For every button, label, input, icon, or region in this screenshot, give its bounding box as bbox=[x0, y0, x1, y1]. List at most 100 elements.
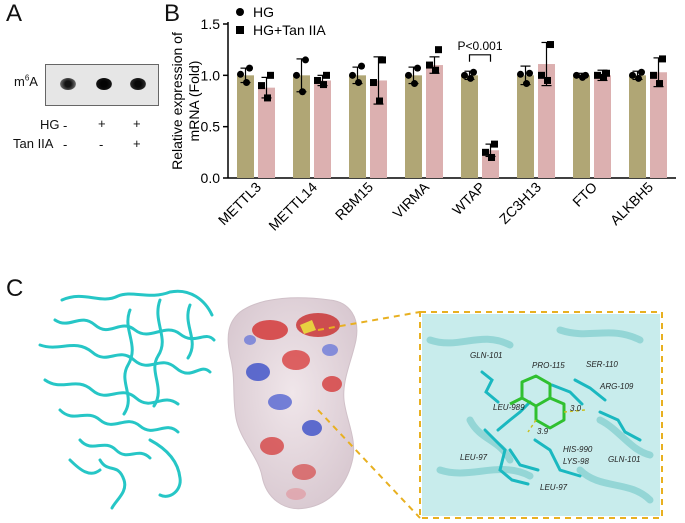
data-point bbox=[482, 148, 489, 156]
significance-label: P<0.001 bbox=[457, 39, 502, 53]
y-tick-label: 1.5 bbox=[201, 16, 221, 32]
residue-label: 3.0 bbox=[570, 404, 582, 413]
bar bbox=[426, 65, 443, 178]
bar bbox=[573, 75, 590, 178]
bar bbox=[538, 64, 555, 178]
bar bbox=[293, 75, 310, 178]
x-tick-label: METTL3 bbox=[215, 179, 264, 228]
ligand bbox=[509, 374, 566, 430]
panel-b-letter: B bbox=[164, 0, 181, 27]
data-point bbox=[638, 68, 645, 76]
data-point bbox=[258, 82, 265, 90]
bar bbox=[461, 75, 478, 178]
data-point bbox=[432, 66, 439, 74]
tan-mark-1: - bbox=[63, 137, 68, 152]
stick-residues bbox=[480, 370, 642, 486]
data-point bbox=[461, 71, 468, 79]
data-point bbox=[293, 71, 300, 79]
data-point bbox=[470, 68, 477, 76]
ribbon-structure bbox=[38, 289, 216, 510]
data-point bbox=[243, 79, 250, 87]
data-point bbox=[491, 140, 498, 148]
data-point bbox=[517, 70, 524, 78]
data-point bbox=[573, 71, 580, 79]
x-tick-label: FTO bbox=[569, 179, 600, 210]
tan-row-label: Tan IIA bbox=[13, 136, 54, 151]
blot-label: m6A bbox=[14, 74, 38, 89]
data-point bbox=[405, 71, 412, 79]
hbonds bbox=[527, 409, 586, 433]
residue-label: LEU-97 bbox=[540, 483, 568, 492]
hg-mark-3: + bbox=[133, 116, 141, 131]
data-point bbox=[523, 80, 530, 88]
data-point bbox=[603, 69, 610, 77]
data-point bbox=[323, 71, 330, 79]
data-point bbox=[358, 62, 365, 70]
x-tick-label: WTAP bbox=[449, 179, 488, 218]
legend-marker-hg bbox=[236, 8, 244, 16]
y-axis-label: Relative expression ofmRNA (Fold) bbox=[169, 32, 202, 170]
electrostatic-surface bbox=[227, 297, 358, 510]
legend-marker-hg-tan bbox=[236, 26, 244, 34]
bar bbox=[237, 75, 254, 178]
y-tick-label: 1.0 bbox=[201, 67, 221, 83]
docking-figure: GLN-101 PRO-115 SER-110 ARG-109 LEU-989 … bbox=[38, 289, 663, 519]
data-point bbox=[411, 80, 418, 88]
data-point bbox=[600, 73, 607, 81]
panel-a-letter: A bbox=[6, 0, 23, 27]
panel-c-letter: C bbox=[6, 275, 24, 302]
data-point bbox=[349, 71, 356, 79]
y-tick-label: 0.5 bbox=[201, 119, 221, 135]
data-point bbox=[379, 56, 386, 64]
data-point bbox=[526, 69, 533, 77]
blot-dot bbox=[60, 78, 76, 90]
data-point bbox=[237, 70, 244, 78]
data-point bbox=[314, 76, 321, 84]
bar bbox=[629, 75, 646, 178]
y-tick-label: 0.0 bbox=[201, 170, 221, 186]
data-point bbox=[267, 71, 274, 79]
residue-label: PRO-115 bbox=[532, 361, 565, 370]
data-point bbox=[488, 153, 495, 161]
legend-label-hg-tan: HG+Tan IIA bbox=[253, 22, 326, 38]
data-point bbox=[414, 64, 421, 72]
x-tick-label: RBM15 bbox=[332, 179, 376, 223]
data-point bbox=[302, 56, 309, 64]
bar bbox=[650, 72, 667, 178]
data-point bbox=[635, 74, 642, 82]
residue-label: GLN-101 bbox=[470, 351, 502, 360]
x-tick-label: ALKBH5 bbox=[607, 179, 656, 228]
residue-label: HIS-990 bbox=[563, 445, 593, 454]
bar bbox=[594, 75, 611, 178]
tan-mark-2: - bbox=[99, 137, 104, 152]
data-point bbox=[246, 64, 253, 72]
residue-label: LYS-98 bbox=[563, 457, 590, 466]
bar bbox=[370, 80, 387, 178]
bar bbox=[258, 87, 275, 178]
bar bbox=[517, 75, 534, 178]
data-point bbox=[264, 94, 271, 102]
significance-bracket bbox=[468, 54, 492, 62]
data-point bbox=[579, 73, 586, 81]
x-tick-label: METTL14 bbox=[265, 179, 320, 234]
data-point bbox=[656, 80, 663, 88]
residue-label: GLN-101 bbox=[608, 455, 640, 464]
bar bbox=[314, 80, 331, 178]
residue-label: SER-110 bbox=[586, 360, 618, 369]
data-point bbox=[659, 55, 666, 63]
blot-dot bbox=[96, 78, 112, 90]
data-point bbox=[594, 71, 601, 79]
data-point bbox=[467, 74, 474, 82]
tan-mark-3: + bbox=[133, 136, 141, 151]
legend-label-hg: HG bbox=[253, 4, 274, 20]
bar bbox=[405, 75, 422, 178]
residue-label: 3.9 bbox=[537, 427, 549, 436]
x-tick-label: VIRMA bbox=[389, 178, 432, 221]
data-point bbox=[538, 71, 545, 79]
data-point bbox=[435, 46, 442, 54]
data-point bbox=[650, 71, 657, 79]
residue-label: LEU-989 bbox=[493, 403, 525, 412]
blot-label-text: m6A bbox=[14, 74, 38, 90]
residue-label: ARG-109 bbox=[599, 382, 634, 391]
residue-labels: GLN-101 PRO-115 SER-110 ARG-109 LEU-989 … bbox=[460, 351, 640, 492]
